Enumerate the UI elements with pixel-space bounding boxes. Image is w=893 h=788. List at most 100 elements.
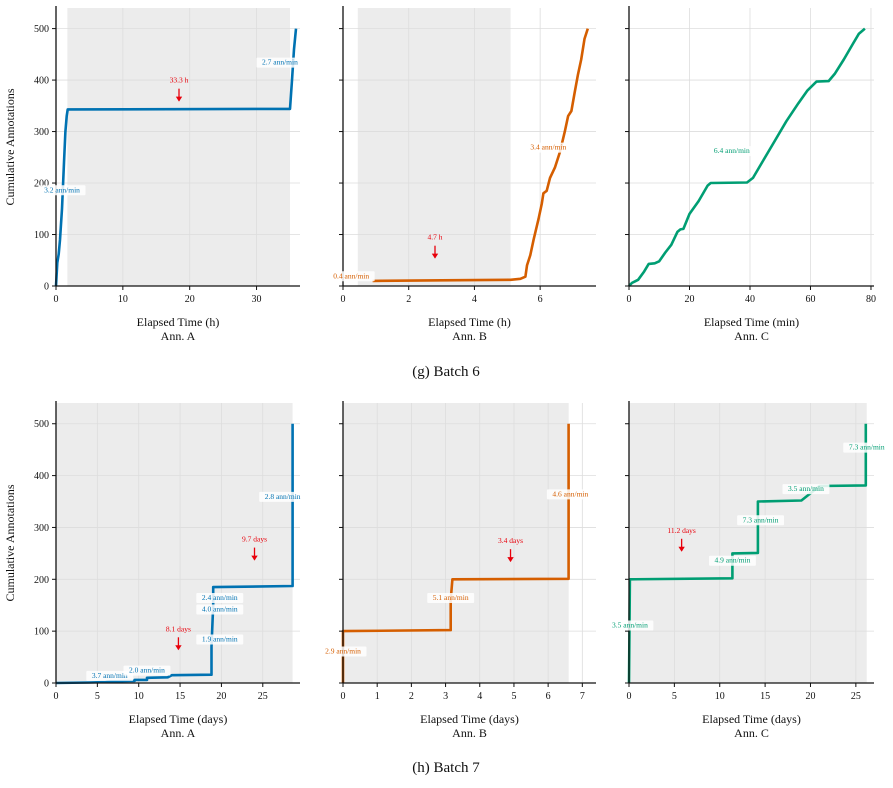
gap-arrow-head (251, 555, 258, 561)
rate-label-box (319, 646, 367, 657)
gap-label: 4.7 h (428, 233, 443, 242)
rate-label: 1.9 ann/min (202, 635, 238, 644)
panel-label: Ann. C (734, 329, 769, 343)
y-tick-label: 0 (44, 679, 49, 690)
shaded-region (357, 8, 511, 286)
rate-label: 2.7 ann/min (262, 58, 298, 67)
y-tick-label: 200 (34, 575, 49, 586)
x-axis-label: Elapsed Time (days) (129, 712, 228, 726)
x-tick-label: 40 (745, 294, 755, 305)
rate-label-box (38, 185, 86, 196)
y-tick-label: 100 (34, 230, 49, 241)
gap-label: 8.1 days (166, 624, 191, 633)
gap-label: 3.4 days (498, 536, 523, 545)
rate-label-box (259, 491, 307, 502)
y-tick-label: 400 (34, 76, 49, 87)
rate-label-box (427, 593, 475, 604)
chart-panel-2: 0 2 4 6 Elapsed Time (h)Ann. B 0.4 ann/min 3.4… (327, 6, 596, 343)
rate-label: 0.4 ann/min (333, 271, 369, 280)
rate-label: 2.4 ann/min (202, 593, 238, 602)
rate-label: 3.4 ann/min (530, 143, 566, 152)
x-tick-label: 30 (252, 294, 262, 305)
rate-label-box (708, 555, 756, 566)
y-tick-label: 500 (34, 24, 49, 35)
rate-label: 7.3 ann/min (743, 515, 779, 524)
x-tick-label: 6 (546, 691, 551, 702)
panel-label: Ann. A (161, 726, 196, 740)
x-tick-label: 10 (715, 691, 725, 702)
gap-label: 9.7 days (242, 535, 267, 544)
x-tick-label: 5 (672, 691, 677, 702)
gap-arrow-head (678, 546, 685, 552)
x-tick-label: 80 (866, 294, 876, 305)
rate-label-box (327, 271, 375, 282)
x-tick-label: 2 (409, 691, 414, 702)
x-tick-label: 15 (760, 691, 770, 702)
chart-panel-4: 0 5 10 15 20 25 0 100 200 300 400 500 Elapsed Time (… (3, 401, 307, 740)
rate-label: 2.9 ann/min (325, 646, 361, 655)
shaded-region (56, 403, 293, 683)
rate-label-box (737, 515, 785, 526)
shaded-region (629, 403, 867, 683)
x-tick-label: 15 (175, 691, 185, 702)
rate-label-box (123, 665, 171, 676)
rate-label-box (546, 489, 594, 500)
panel-label: Ann. B (452, 726, 487, 740)
x-axis-label: Elapsed Time (days) (702, 712, 801, 726)
rate-label: 2.8 ann/min (265, 492, 301, 501)
x-tick-label: 2 (406, 294, 411, 305)
x-tick-label: 0 (54, 691, 59, 702)
gap-arrow-head (175, 96, 183, 102)
y-tick-label: 100 (34, 627, 49, 638)
gap-arrow-head (507, 557, 514, 563)
rate-label: 3.7 ann/min (92, 671, 128, 680)
x-tick-label: 0 (54, 294, 59, 305)
x-axis-label: Elapsed Time (min) (704, 315, 799, 329)
rate-label-box (196, 593, 244, 604)
rate-label-box (256, 57, 304, 68)
rate-label: 5.1 ann/min (433, 593, 469, 602)
x-tick-label: 25 (258, 691, 268, 702)
series-line (54, 28, 298, 287)
gap-label: 33.3 h (170, 76, 189, 85)
y-tick-label: 200 (34, 179, 49, 190)
x-tick-label: 4 (472, 294, 477, 305)
gap-arrow-head (431, 253, 439, 259)
x-tick-label: 0 (341, 294, 346, 305)
y-tick-label: 0 (44, 282, 49, 293)
y-tick-label: 500 (34, 419, 49, 430)
rate-label: 7.3 ann/min (849, 443, 885, 452)
x-axis-label: Elapsed Time (h) (428, 315, 511, 329)
x-tick-label: 6 (538, 294, 543, 305)
rate-label-box (606, 620, 654, 631)
chart-panel-6: 0 5 10 15 20 25 Elapsed Time (days)Ann. C 3.5 a… (606, 401, 891, 740)
series-line (627, 423, 868, 684)
rate-label: 6.4 ann/min (714, 146, 750, 155)
rate-label: 4.9 ann/min (715, 556, 751, 565)
rate-label-box (196, 604, 244, 615)
rate-label-box (782, 484, 830, 495)
chart-panel-5: 0 1 2 3 4 5 6 7 Elapsed Time (days)Ann. B 2.9 ann… (319, 401, 596, 740)
series-line (372, 28, 590, 283)
x-tick-label: 20 (684, 294, 694, 305)
x-tick-label: 60 (805, 294, 815, 305)
x-axis-label: Elapsed Time (days) (420, 712, 519, 726)
x-tick-label: 5 (95, 691, 100, 702)
panel-label: Ann. B (452, 329, 487, 343)
x-tick-label: 7 (580, 691, 585, 702)
x-tick-label: 5 (511, 691, 516, 702)
x-tick-label: 25 (851, 691, 861, 702)
x-tick-label: 0 (341, 691, 346, 702)
y-axis-label: Cumulative Annotations (3, 484, 17, 601)
series-line (628, 27, 866, 287)
x-tick-label: 0 (627, 691, 632, 702)
shaded-region (67, 8, 290, 286)
y-axis-label: Cumulative Annotations (3, 88, 17, 205)
rate-label: 3.5 ann/min (612, 621, 648, 630)
rate-label-box (196, 634, 244, 645)
figure-caption: (h) Batch 7 (412, 760, 480, 776)
figure-caption: (g) Batch 6 (412, 364, 480, 380)
x-tick-label: 10 (134, 691, 144, 702)
